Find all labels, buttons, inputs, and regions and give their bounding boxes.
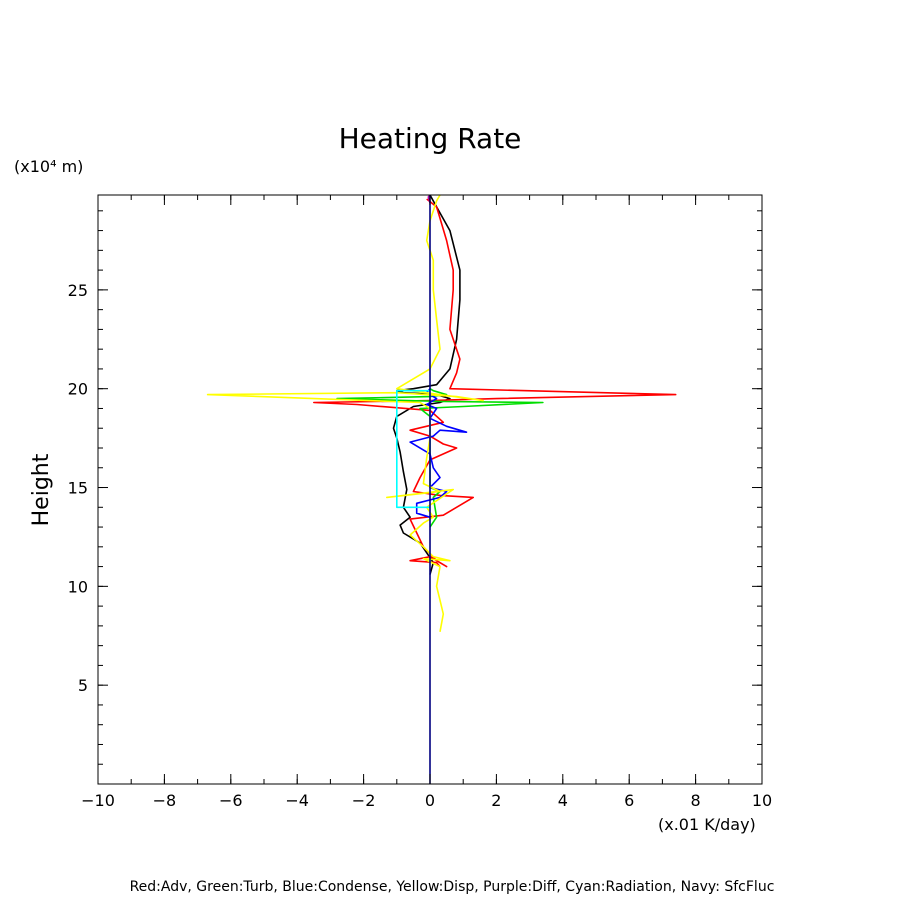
x-tick-label: 0 — [425, 791, 435, 810]
x-tick-label: −6 — [219, 791, 243, 810]
x-tick-label: −10 — [81, 791, 115, 810]
y-axis-unit-label: (x10⁴ m) — [14, 157, 83, 176]
x-tick-label: 6 — [624, 791, 634, 810]
y-tick-label: 5 — [78, 676, 88, 695]
y-tick-label: 10 — [68, 577, 88, 596]
chart-title: Heating Rate — [339, 122, 522, 155]
x-tick-label: 2 — [491, 791, 501, 810]
y-axis-label: Height — [29, 453, 54, 526]
y-tick-label: 15 — [68, 479, 88, 498]
series-line-7 — [396, 389, 430, 509]
series-line-3 — [336, 388, 544, 528]
x-tick-label: −4 — [285, 791, 309, 810]
series-line-4 — [409, 388, 468, 518]
series-line-5 — [206, 194, 484, 632]
y-tick-label: 25 — [68, 281, 88, 300]
y-tick-label: 20 — [68, 380, 88, 399]
x-tick-label: 10 — [752, 791, 772, 810]
series-line-2 — [313, 198, 677, 568]
x-tick-label: −8 — [153, 791, 177, 810]
x-tick-label: −2 — [352, 791, 376, 810]
axes-layer: −10 −8 −6 −4 −2 0 2 4 6 8 10 5 10 15 20 25 — [68, 194, 772, 810]
x-tick-label: 8 — [691, 791, 701, 810]
x-axis-label: (x.01 K/day) — [658, 815, 756, 834]
series-layer — [206, 194, 677, 784]
x-tick-label: 4 — [558, 791, 568, 810]
legend-note: Red:Adv, Green:Turb, Blue:Condense, Yell… — [130, 879, 775, 895]
